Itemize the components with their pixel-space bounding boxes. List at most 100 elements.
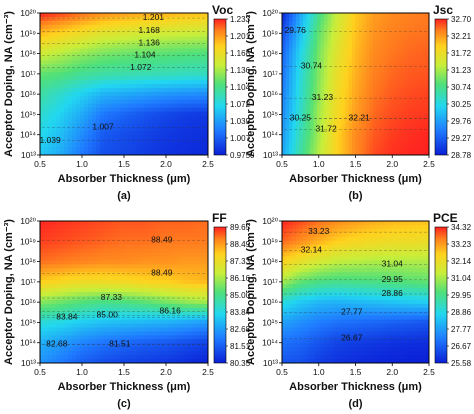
heatmap-cell	[196, 91, 201, 97]
heatmap-cell	[289, 48, 294, 54]
heatmap-cell	[296, 36, 301, 42]
heatmap-cell	[80, 311, 85, 317]
heatmap-cell	[422, 72, 427, 77]
heatmap-cell	[373, 224, 378, 230]
heatmap-cell	[180, 284, 185, 289]
heatmap-cell	[168, 13, 173, 18]
heatmap-cell	[401, 123, 406, 128]
heatmap-cell	[341, 28, 346, 34]
heatmap-cell	[148, 143, 153, 148]
heatmap-cell	[44, 268, 49, 273]
heatmap-cell	[306, 16, 311, 22]
heatmap-cell	[40, 151, 45, 155]
heatmap-cell	[373, 80, 378, 85]
heatmap-cell	[88, 252, 93, 258]
heatmap-cell	[369, 72, 374, 77]
heatmap-cell	[313, 111, 318, 117]
heatmap-cell	[64, 24, 69, 30]
contour-label: 1.104	[134, 50, 156, 60]
heatmap-cell	[188, 87, 193, 93]
heatmap-cell	[68, 68, 73, 73]
heatmap-cell	[104, 359, 109, 363]
heatmap-cell	[176, 64, 181, 69]
heatmap-cell	[192, 221, 197, 226]
heatmap-cell	[401, 111, 406, 117]
heatmap-cell	[100, 95, 105, 101]
heatmap-cell	[415, 115, 420, 121]
heatmap-cell	[176, 315, 181, 321]
heatmap-cell	[306, 236, 311, 242]
heatmap-cell	[128, 68, 133, 73]
heatmap-cell	[116, 151, 121, 155]
heatmap-cell	[338, 87, 343, 93]
heatmap-cell	[108, 60, 113, 65]
heatmap-cell	[192, 84, 197, 89]
heatmap-cell	[64, 40, 69, 46]
heatmap-cell	[331, 56, 336, 61]
heatmap-cell	[104, 68, 109, 73]
heatmap-cell	[320, 147, 325, 152]
heatmap-cell	[144, 295, 149, 301]
heatmap-cell	[422, 115, 427, 121]
colorbar-tick-label: 29.76	[451, 117, 472, 126]
heatmap-cell	[156, 95, 161, 101]
heatmap-cell	[108, 347, 113, 352]
heatmap-cell	[172, 143, 177, 148]
heatmap-cell	[200, 87, 205, 93]
heatmap-cell	[84, 52, 89, 57]
heatmap-cell	[40, 143, 45, 148]
heatmap-cell	[196, 44, 201, 50]
heatmap-cell	[355, 84, 360, 89]
heatmap-cell	[184, 327, 189, 333]
heatmap-cell	[164, 76, 169, 81]
heatmap-cell	[282, 16, 287, 22]
heatmap-cell	[176, 36, 181, 42]
heatmap-cell	[48, 228, 53, 234]
heatmap-cell	[60, 48, 65, 54]
heatmap-cell	[408, 139, 413, 144]
heatmap-cell	[108, 252, 113, 258]
heatmap-cell	[44, 343, 49, 348]
heatmap-cell	[180, 252, 185, 258]
heatmap-cell	[140, 103, 145, 109]
heatmap-cell	[310, 107, 315, 113]
heatmap-cell	[68, 272, 73, 277]
heatmap-cell	[282, 13, 287, 18]
heatmap-cell	[64, 20, 69, 26]
heatmap-cell	[292, 119, 297, 125]
heatmap-cell	[140, 119, 145, 125]
heatmap-cell	[56, 311, 61, 317]
x-axis-label: Absorber Thickness (μm)	[58, 173, 191, 185]
heatmap-cell	[120, 56, 125, 61]
heatmap-cell	[320, 221, 325, 226]
heatmap-cell	[415, 119, 420, 125]
heatmap-cell	[306, 87, 311, 93]
heatmap-cell	[72, 319, 77, 325]
heatmap-cell	[188, 303, 193, 309]
heatmap-cell	[164, 351, 169, 356]
heatmap-cell	[124, 224, 129, 230]
heatmap-cell	[331, 76, 336, 81]
heatmap-cell	[408, 131, 413, 136]
x-tick-label: 1.0	[76, 159, 88, 169]
heatmap-cell	[408, 24, 413, 30]
heatmap-cell	[72, 99, 77, 105]
heatmap-cell	[176, 32, 181, 38]
heatmap-cell	[369, 91, 374, 97]
heatmap-cell	[397, 56, 402, 61]
heatmap-cell	[128, 20, 133, 26]
heatmap-cell	[156, 56, 161, 61]
heatmap-cell	[327, 48, 332, 54]
heatmap-cell	[64, 276, 69, 281]
heatmap-cell	[80, 119, 85, 125]
heatmap-cell	[338, 123, 343, 128]
heatmap-cell	[373, 131, 378, 136]
heatmap-cell	[120, 335, 125, 340]
heatmap-cell	[48, 44, 53, 50]
heatmap-cell	[359, 52, 364, 57]
heatmap-cell	[148, 351, 153, 356]
heatmap-cell	[44, 335, 49, 340]
heatmap-cell	[366, 135, 371, 140]
heatmap-cell	[68, 232, 73, 238]
heatmap-cell	[310, 139, 315, 144]
